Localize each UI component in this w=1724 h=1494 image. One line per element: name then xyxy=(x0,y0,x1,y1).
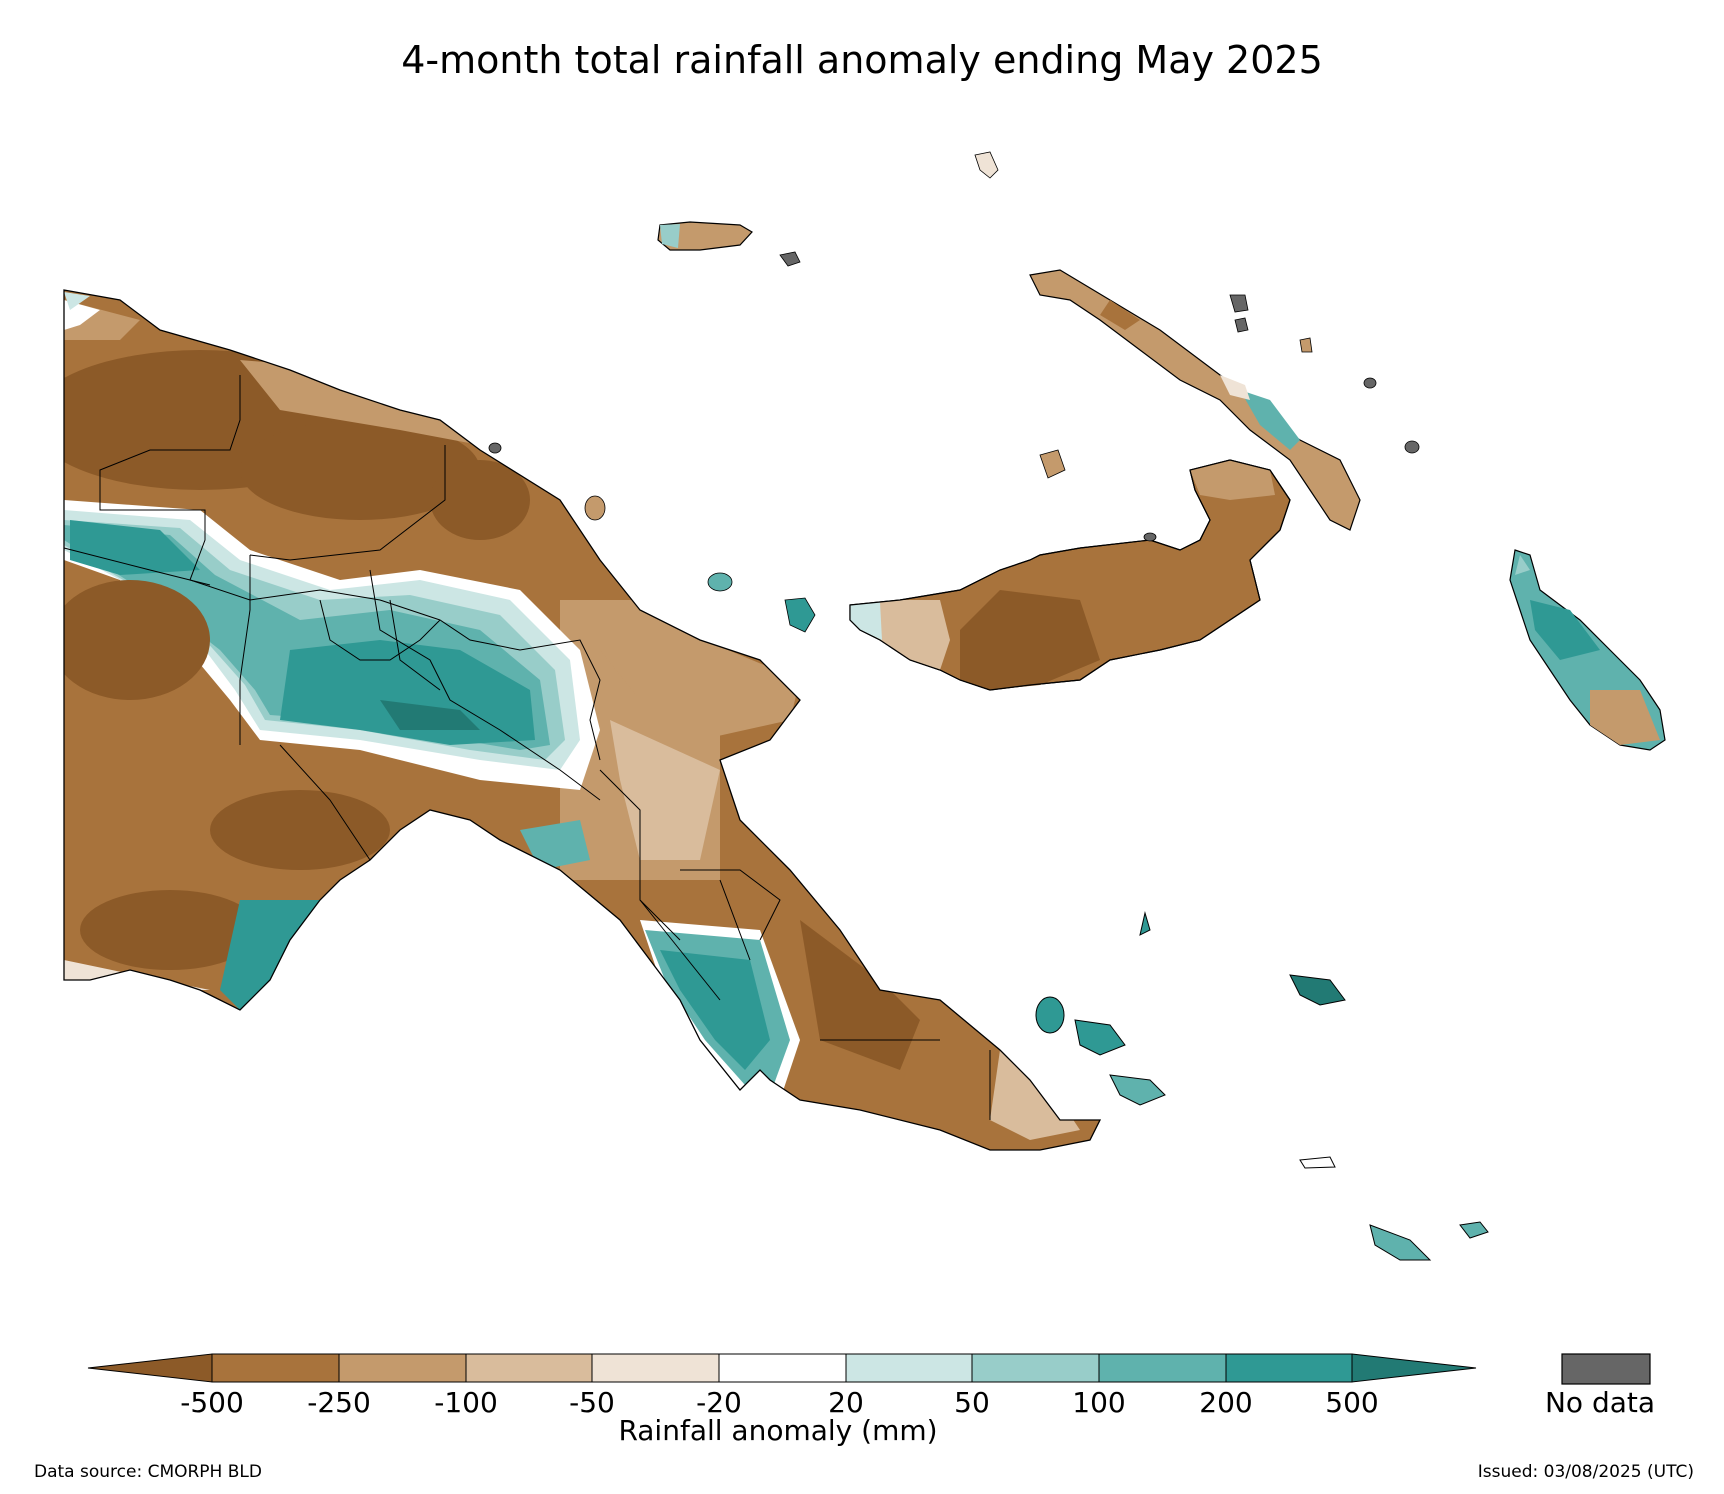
mainland-new-guinea xyxy=(63,289,1101,1151)
colorbar-tick-label: -250 xyxy=(307,1386,371,1419)
colorbar-segment xyxy=(1098,1353,1227,1383)
colorbar-segment xyxy=(971,1353,1100,1383)
colorbar-segment xyxy=(1225,1353,1353,1383)
issued-date-note: Issued: 03/08/2025 (UTC) xyxy=(1477,1462,1694,1482)
colorbar-tick-label: 100 xyxy=(1072,1386,1126,1419)
no-data-swatch xyxy=(1561,1353,1651,1385)
colorbar-segment xyxy=(465,1353,593,1383)
colorbar-segment xyxy=(211,1353,340,1383)
colorbar-segment xyxy=(338,1353,467,1383)
manus-island xyxy=(657,221,801,267)
colorbar-segment xyxy=(591,1353,720,1383)
colorbar-tick-label: 500 xyxy=(1325,1386,1379,1419)
colorbar-extend-left xyxy=(87,1353,213,1383)
colorbar-tick-label: 20 xyxy=(828,1386,864,1419)
no-data-label: No data xyxy=(1544,1386,1656,1419)
colorbar-axis-label: Rainfall anomaly (mm) xyxy=(618,1414,938,1447)
colorbar-tick-label: -20 xyxy=(696,1386,742,1419)
colorbar-tick-label: -100 xyxy=(434,1386,498,1419)
colorbar-segment xyxy=(718,1353,847,1383)
eastern-islands xyxy=(1035,911,1489,1261)
colorbar-tick-label: -500 xyxy=(180,1386,244,1419)
colorbar-tick-label: 200 xyxy=(1199,1386,1253,1419)
colorbar-tick-label: 50 xyxy=(954,1386,990,1419)
colorbar-extend-right xyxy=(1351,1353,1477,1383)
new-britain-island xyxy=(849,459,1291,691)
northern-small-islands xyxy=(488,151,1420,633)
colorbar-segment xyxy=(845,1353,973,1383)
colorbar-tick-label: -50 xyxy=(569,1386,615,1419)
new-ireland-island xyxy=(1029,269,1361,531)
map-title: 4-month total rainfall anomaly ending Ma… xyxy=(401,38,1323,82)
colorbar xyxy=(87,1353,1651,1385)
data-source-note: Data source: CMORPH BLD xyxy=(34,1462,262,1482)
province-boundaries xyxy=(63,375,991,1120)
bougainville-island xyxy=(1509,549,1666,751)
